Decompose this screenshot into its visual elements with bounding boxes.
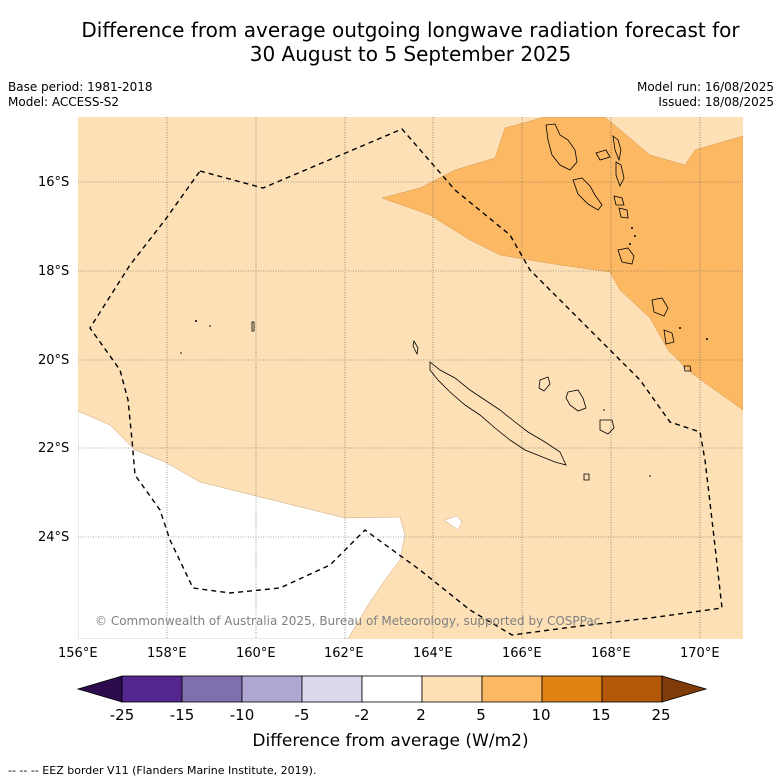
colorbar-extend-min	[76, 675, 123, 703]
no-anomaly-patch	[443, 515, 463, 531]
lon-tick-label: 156°E	[58, 646, 98, 661]
eez-border	[89, 128, 723, 636]
colorbar-tick-label: -5	[294, 706, 310, 724]
efate-coast	[617, 247, 635, 265]
colorbar-segment	[121, 675, 183, 703]
lon-tick-label: 162°E	[324, 646, 364, 661]
title-line-1: Difference from average outgoing longwav…	[81, 18, 740, 42]
title-line-2: 30 August to 5 September 2025	[249, 42, 572, 66]
aneityum-coast	[683, 365, 692, 372]
espiritu-santo-coast	[545, 123, 578, 171]
lat-tick-label: 20°S	[38, 353, 70, 368]
belep-islands-coast	[412, 339, 419, 356]
lon-tick-label: 168°E	[591, 646, 631, 661]
colorbar	[76, 675, 708, 703]
model-name: Model: ACCESS-S2	[8, 95, 120, 109]
shepherd-islands-coast	[618, 207, 629, 219]
issued-date: Issued: 18/08/2025	[658, 95, 774, 109]
map-plot-area	[78, 117, 743, 639]
no-anomaly-region	[78, 410, 406, 639]
epi-coast	[613, 195, 625, 206]
maewo-coast	[612, 135, 622, 162]
colorbar-segment	[361, 675, 423, 703]
lon-tick-label: 164°E	[413, 646, 453, 661]
erromango-coast	[651, 297, 669, 317]
lat-tick-label: 16°S	[38, 175, 70, 190]
copyright-notice: © Commonwealth of Australia 2025, Bureau…	[95, 614, 601, 628]
malekula-coast	[572, 177, 603, 211]
small-islands	[180, 227, 708, 477]
colorbar-segment	[181, 675, 243, 703]
lon-tick-label: 160°E	[236, 646, 276, 661]
grid-lines	[78, 117, 743, 639]
colorbar-tick-label: 25	[651, 706, 671, 724]
chesterfield-reef-coast	[251, 321, 255, 332]
colorbar-tick-label: 15	[591, 706, 611, 724]
colorbar-segment	[241, 675, 303, 703]
pentecost-coast	[615, 161, 625, 188]
meta-left: Base period: 1981-2018 Model: ACCESS-S2	[8, 80, 153, 110]
colorbar-segment	[601, 675, 663, 703]
map-title: Difference from average outgoing longwav…	[0, 18, 781, 66]
colorbar-title: Difference from average (W/m2)	[252, 731, 529, 751]
lon-tick-label: 158°E	[147, 646, 187, 661]
lat-tick-label: 24°S	[38, 530, 70, 545]
model-run: Model run: 16/08/2025	[636, 80, 774, 94]
colorbar-tick-label: 2	[416, 706, 426, 724]
lat-tick-label: 22°S	[38, 441, 70, 456]
coastlines	[251, 123, 692, 481]
colorbar-tick-label: 5	[476, 706, 486, 724]
lon-tick-label: 170°E	[680, 646, 720, 661]
colorbar-segment	[421, 675, 483, 703]
colorbar-extend-max	[661, 675, 708, 703]
tanna-coast	[663, 329, 675, 345]
colorbar-segment	[481, 675, 543, 703]
colorbar-segment	[541, 675, 603, 703]
ouvea-coast	[538, 376, 551, 392]
new-caledonia-coast	[429, 361, 567, 466]
ambae-coast	[595, 149, 611, 161]
colorbar-tick-label: -2	[354, 706, 370, 724]
colorbar-tick-label: -10	[229, 706, 255, 724]
eez-legend-note: -- -- -- EEZ border V11 (Flanders Marine…	[8, 764, 317, 777]
walpole-coast	[583, 473, 590, 481]
lon-tick-label: 166°E	[502, 646, 542, 661]
base-period: Base period: 1981-2018	[8, 80, 153, 94]
colorbar-tick-label: -25	[109, 706, 135, 724]
colorbar-tick-label: 10	[531, 706, 551, 724]
medium-anomaly-region	[381, 117, 743, 411]
lifou-coast	[565, 389, 587, 412]
colorbar-tick-label: -15	[169, 706, 195, 724]
meta-right: Model run: 16/08/2025 Issued: 18/08/2025	[637, 80, 774, 110]
lat-tick-label: 18°S	[38, 264, 70, 279]
colorbar-segment	[301, 675, 363, 703]
mare-coast	[599, 419, 615, 435]
